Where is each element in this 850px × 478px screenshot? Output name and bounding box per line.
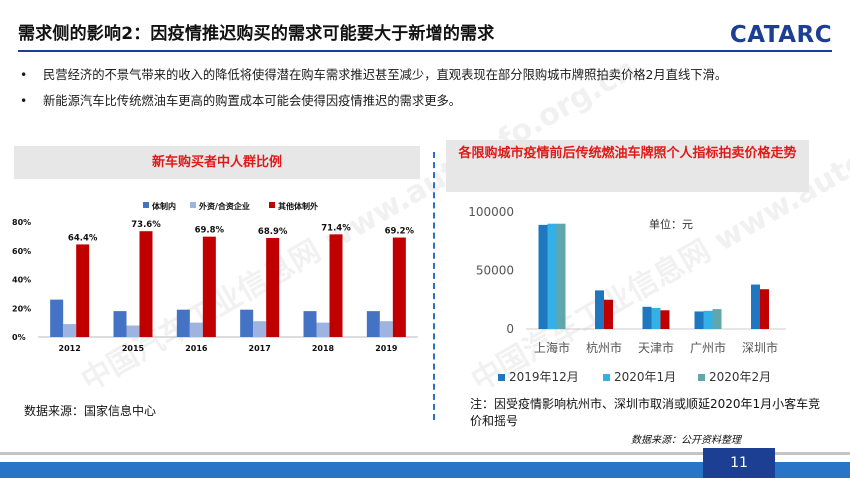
bar-其他体制外: [266, 237, 280, 337]
bullet-item: • 新能源汽车比传统燃油车更高的购置成本可能会使得因疫情推迟的需求更多。: [20, 88, 840, 114]
bar-其他体制外: [202, 236, 216, 337]
bar-2019年12月: [642, 306, 652, 329]
right-chart-title-bar: [446, 140, 809, 192]
bullet-text: 新能源汽车比传统燃油车更高的购置成本可能会使得因疫情推迟的需求更多。: [43, 94, 462, 108]
y-tick-label: 0: [506, 322, 514, 336]
bar-2020年1月: [547, 223, 557, 329]
bar-体制内: [50, 299, 64, 337]
bar-2019年12月: [694, 311, 704, 329]
right-chart-title: 各限购城市疫情前后传统燃油车牌照个人指标拍卖价格走势: [458, 146, 797, 161]
bar-外资/合资企业: [63, 324, 77, 337]
bar-value-label: 71.4%: [321, 223, 351, 233]
bar-其他体制外: [329, 234, 343, 337]
bullet-dot-icon: •: [20, 94, 28, 108]
y-tick-label: 80%: [12, 218, 31, 227]
right-source-note: 数据来源：公开资料整理: [631, 435, 741, 446]
bar-value-label: 69.2%: [385, 227, 415, 237]
x-tick-label: 天津市: [638, 340, 674, 355]
bar-体制内: [176, 309, 190, 337]
panel-divider: [433, 152, 435, 420]
bar-value-label: 68.9%: [258, 227, 288, 237]
legend-swatch: [143, 202, 149, 208]
bullet-list: • 民营经济的不景气带来的收入的降低将使得潜在购车需求推迟甚至减少，直观表现在部…: [20, 62, 840, 114]
y-tick-label: 60%: [12, 247, 31, 256]
left-bar-chart: 体制内 外资/合资企业 其他体制外 0% 20% 40% 60% 80% 64.4% 2012 73…: [12, 201, 418, 353]
x-tick-label: 深圳市: [742, 340, 778, 355]
bar-value-label: 64.4%: [68, 233, 98, 243]
x-tick-label: 杭州市: [586, 340, 622, 355]
unit-label: 单位：元: [649, 217, 693, 231]
y-tick-label: 100000: [468, 205, 514, 219]
title-rule: [18, 50, 832, 52]
footer-rule: [0, 452, 850, 455]
bar-series: [604, 299, 613, 329]
bar-2020年2月: [712, 309, 722, 329]
bar-外资/合资企业: [379, 321, 393, 337]
bar-2019年12月: [538, 224, 548, 329]
bullet-item: • 民营经济的不景气带来的收入的降低将使得潜在购车需求推迟甚至减少，直观表现在部…: [20, 62, 840, 88]
x-tick-label: 2016: [185, 344, 208, 353]
legend-swatch: [603, 374, 610, 381]
x-tick-label: 2015: [122, 344, 145, 353]
left-source-note: 数据来源：国家信息中心: [24, 404, 157, 418]
page-title: 需求侧的影响2：因疫情推迟购买的需求可能要大于新增的需求: [18, 24, 495, 44]
bullet-dot-icon: •: [20, 68, 28, 82]
x-tick-label: 2018: [312, 344, 335, 353]
page-number: 11: [703, 448, 775, 478]
footer-bar: [0, 462, 850, 478]
bar-2020年2月: [556, 223, 566, 329]
legend-swatch: [498, 374, 505, 381]
legend-label: 外资/合资企业: [199, 201, 250, 211]
bar-其他体制外: [76, 244, 90, 337]
bar-外资/合资企业: [126, 325, 140, 337]
legend-swatch: [190, 202, 196, 208]
y-tick-label: 50000: [476, 264, 514, 278]
right-chart-footnote: 注：因受疫情影响杭州市、深圳市取消或顺延2020年1月小客车竞价和摇号: [470, 397, 821, 428]
bar-体制内: [303, 311, 317, 337]
bar-其他体制外: [392, 237, 406, 337]
catarc-logo: CATARC: [728, 20, 834, 46]
legend-label: 其他体制外: [278, 201, 318, 211]
x-tick-label: 上海市: [534, 340, 570, 355]
bar-外资/合资企业: [253, 321, 267, 337]
y-tick-label: 0%: [12, 333, 26, 342]
bar-2019年12月: [595, 290, 604, 329]
bar-外资/合资企业: [189, 322, 203, 337]
bar-其他体制外: [139, 231, 153, 337]
x-tick-label: 2017: [249, 344, 271, 353]
bar-体制内: [113, 311, 127, 337]
logo-text: CATARC: [730, 22, 832, 46]
bar-体制内: [240, 309, 254, 337]
bar-value-label: 69.8%: [195, 226, 225, 236]
bar-2019年12月: [751, 284, 760, 329]
bar-value-label: 73.6%: [131, 220, 161, 230]
legend-label: 2020年2月: [709, 370, 771, 384]
x-tick-label: 2012: [59, 344, 81, 353]
x-tick-label: 广州市: [690, 340, 726, 355]
bar-体制内: [366, 311, 380, 337]
legend-label: 体制内: [152, 201, 176, 211]
bar-2020年1月: [651, 307, 661, 329]
legend-swatch: [269, 202, 275, 208]
bar-series: [760, 289, 769, 329]
bullet-text: 民营经济的不景气带来的收入的降低将使得潜在购车需求推迟甚至减少，直观表现在部分限…: [43, 68, 728, 82]
y-tick-label: 40%: [12, 276, 31, 285]
bar-外资/合资企业: [316, 322, 330, 337]
x-tick-label: 2019: [375, 344, 398, 353]
left-chart-title: 新车购买者中人群比例: [151, 155, 282, 170]
bar-2020年1月: [703, 310, 713, 329]
bar-series: [660, 310, 670, 329]
legend-swatch: [698, 374, 705, 381]
left-chart-title-bar: [14, 146, 420, 179]
legend-label: 2020年1月: [614, 370, 676, 384]
y-tick-label: 20%: [12, 304, 31, 313]
legend-label: 2019年12月: [509, 370, 579, 384]
